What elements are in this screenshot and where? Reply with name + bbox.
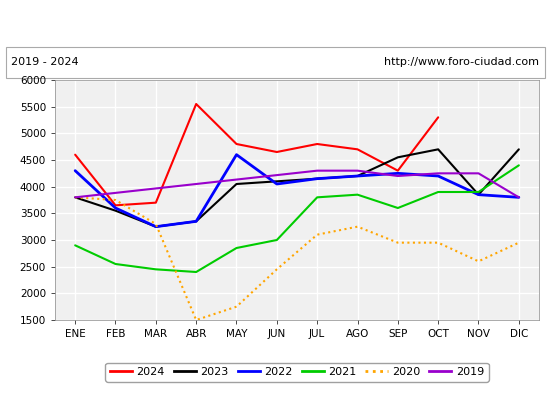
- Text: 2019 - 2024: 2019 - 2024: [11, 57, 79, 67]
- Text: Evolucion Nº Turistas Extranjeros en el municipio de Guadalajara: Evolucion Nº Turistas Extranjeros en el …: [31, 15, 519, 28]
- Text: http://www.foro-ciudad.com: http://www.foro-ciudad.com: [384, 57, 539, 67]
- Legend: 2024, 2023, 2022, 2021, 2020, 2019: 2024, 2023, 2022, 2021, 2020, 2019: [106, 363, 488, 382]
